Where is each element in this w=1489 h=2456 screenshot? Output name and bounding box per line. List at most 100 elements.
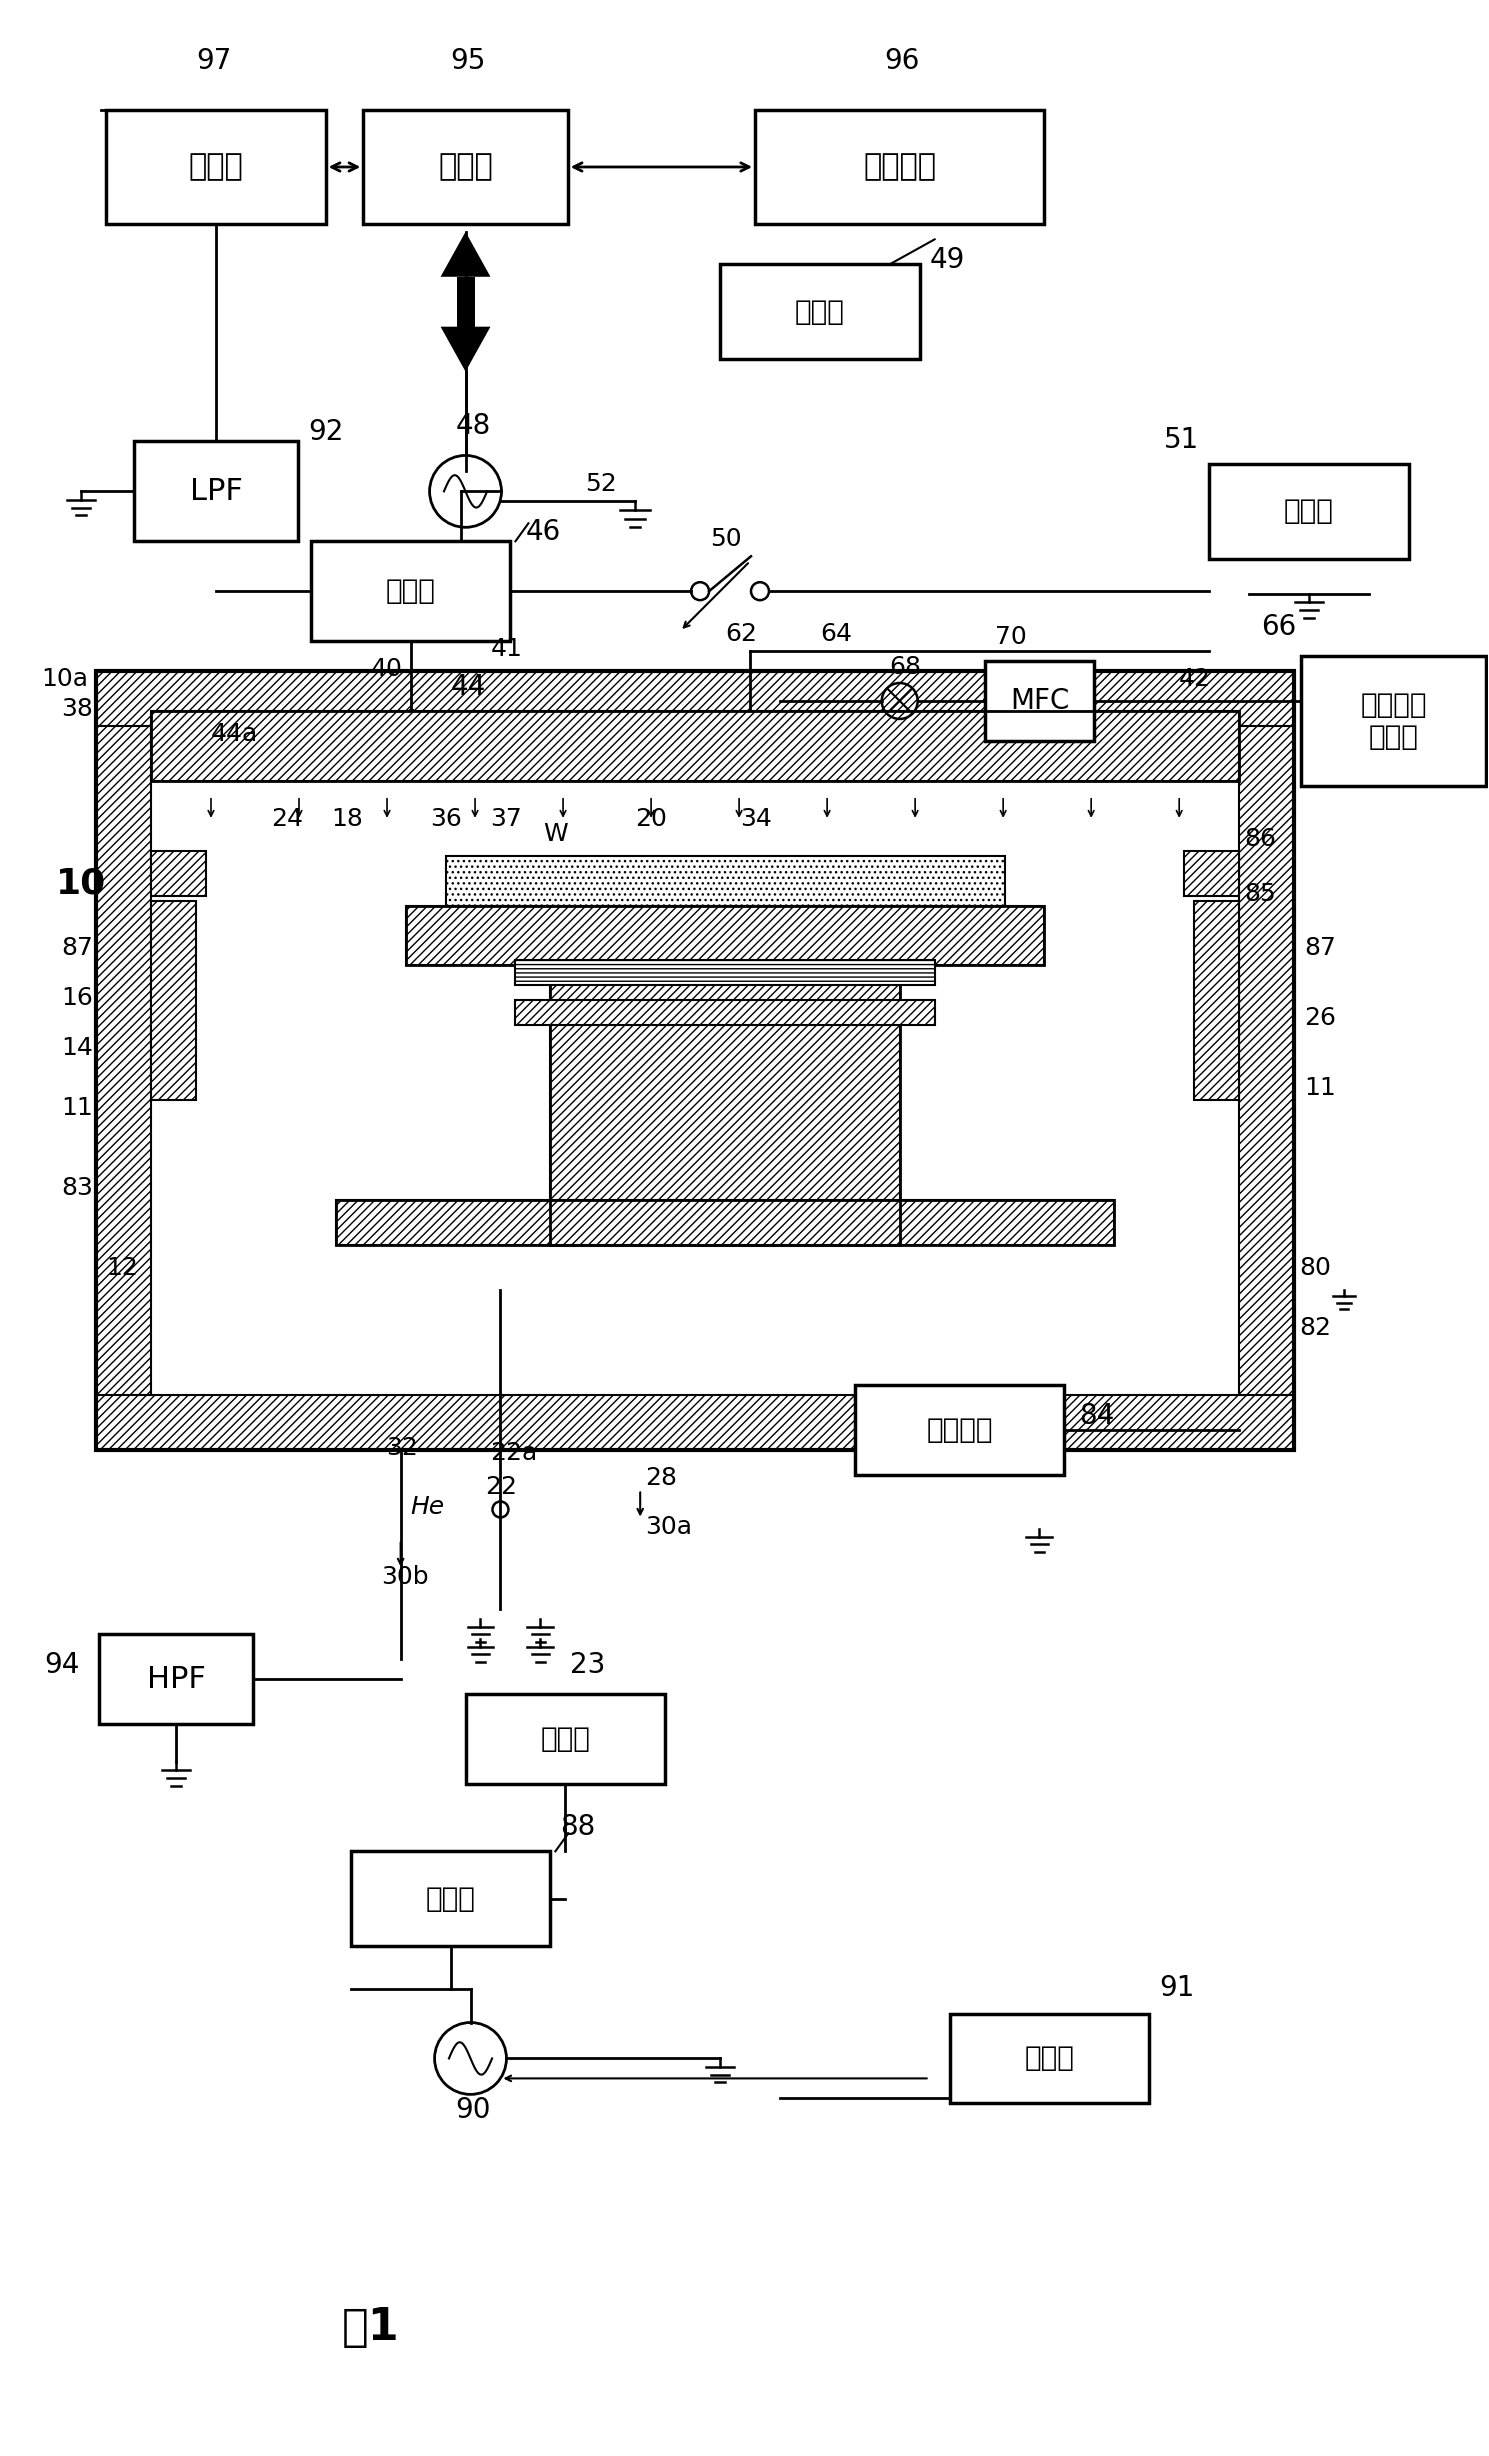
Text: MFC: MFC — [1010, 688, 1069, 715]
Bar — [363, 111, 567, 223]
Bar — [755, 111, 1044, 223]
Text: 匹配器: 匹配器 — [426, 1884, 475, 1913]
Bar — [950, 2014, 1150, 2102]
Text: 97: 97 — [197, 47, 231, 74]
Text: 控制器: 控制器 — [541, 1724, 590, 1754]
Bar — [984, 661, 1094, 742]
Bar — [405, 906, 1044, 965]
Text: 51: 51 — [1164, 425, 1200, 454]
Text: 48: 48 — [456, 413, 491, 440]
Text: 22a: 22a — [490, 1442, 538, 1464]
Text: 66: 66 — [1261, 614, 1297, 641]
Polygon shape — [441, 327, 490, 371]
Text: 36: 36 — [430, 806, 463, 830]
Text: 46: 46 — [526, 518, 561, 545]
Text: 70: 70 — [995, 626, 1026, 648]
Bar — [134, 442, 298, 540]
Bar — [97, 670, 150, 1449]
Bar — [150, 850, 205, 896]
Bar — [405, 906, 1044, 965]
Bar — [351, 1852, 551, 1945]
Bar — [335, 1201, 1114, 1245]
Text: 24: 24 — [271, 806, 302, 830]
Text: 图1: 图1 — [342, 2306, 399, 2350]
Bar — [721, 265, 920, 359]
Text: 84: 84 — [1080, 1402, 1115, 1429]
Text: 62: 62 — [725, 621, 756, 646]
Text: 30a: 30a — [645, 1515, 692, 1540]
Bar — [150, 710, 1239, 781]
Text: 控制器: 控制器 — [795, 297, 844, 327]
Text: 87: 87 — [1304, 936, 1336, 960]
Bar — [335, 1201, 1114, 1245]
Bar — [97, 670, 1294, 1449]
Text: 16: 16 — [61, 987, 94, 1009]
Text: 12: 12 — [106, 1255, 138, 1280]
Text: LPF: LPF — [189, 476, 243, 506]
Text: 44: 44 — [451, 673, 485, 700]
Bar — [1194, 901, 1239, 1100]
Bar — [311, 540, 511, 641]
Text: 40: 40 — [371, 658, 402, 680]
Text: 91: 91 — [1160, 1975, 1194, 2002]
Text: 82: 82 — [1298, 1316, 1331, 1341]
Bar — [97, 670, 1294, 727]
Text: 95: 95 — [451, 47, 485, 74]
Bar — [551, 965, 899, 1245]
Bar — [1184, 850, 1239, 896]
Text: 92: 92 — [308, 418, 344, 447]
Bar — [551, 965, 899, 1245]
Text: 30b: 30b — [381, 1564, 429, 1589]
Text: 控制部: 控制部 — [438, 152, 493, 182]
Text: W: W — [543, 823, 567, 845]
Text: 用户界面: 用户界面 — [864, 152, 937, 182]
Text: 50: 50 — [710, 528, 742, 550]
Text: 80: 80 — [1298, 1255, 1331, 1280]
Text: 41: 41 — [490, 636, 523, 661]
Text: 88: 88 — [560, 1813, 596, 1842]
Text: 22: 22 — [485, 1476, 518, 1501]
Text: 10a: 10a — [42, 668, 88, 690]
Text: 11: 11 — [61, 1095, 92, 1120]
Text: 87: 87 — [61, 936, 94, 960]
Bar — [97, 1395, 1294, 1449]
Bar — [98, 1633, 253, 1724]
Bar — [457, 278, 475, 327]
Polygon shape — [441, 231, 490, 278]
Text: 匹配器: 匹配器 — [386, 577, 436, 604]
Text: 83: 83 — [61, 1176, 94, 1201]
Text: 86: 86 — [1245, 828, 1276, 850]
Text: 控制器: 控制器 — [1024, 2043, 1075, 2073]
Text: 14: 14 — [61, 1036, 94, 1061]
Text: 10: 10 — [57, 867, 107, 901]
Text: 52: 52 — [585, 472, 616, 496]
Bar — [445, 855, 1005, 906]
Text: 处理气体
供给源: 处理气体 供给源 — [1361, 690, 1426, 752]
Text: 37: 37 — [490, 806, 523, 830]
Text: 32: 32 — [386, 1437, 417, 1459]
Text: 96: 96 — [884, 47, 920, 74]
Text: 34: 34 — [740, 806, 771, 830]
Text: 18: 18 — [331, 806, 363, 830]
Text: 存储部: 存储部 — [189, 152, 243, 182]
Bar — [1301, 656, 1486, 786]
Text: HPF: HPF — [146, 1665, 205, 1695]
Text: 90: 90 — [456, 2097, 491, 2124]
Text: 控制器: 控制器 — [1284, 496, 1334, 526]
Text: 94: 94 — [43, 1650, 79, 1680]
Bar — [855, 1385, 1065, 1474]
Text: 68: 68 — [890, 656, 922, 678]
Text: 49: 49 — [929, 246, 965, 275]
Text: 排气装置: 排气装置 — [926, 1415, 993, 1444]
Text: 23: 23 — [570, 1650, 606, 1680]
Bar — [1209, 464, 1409, 560]
Text: 44a: 44a — [211, 722, 258, 747]
Text: 11: 11 — [1304, 1076, 1336, 1100]
Bar — [515, 960, 935, 985]
Text: He: He — [411, 1496, 445, 1520]
Text: 26: 26 — [1304, 1007, 1336, 1032]
Bar — [150, 710, 1239, 781]
Text: 38: 38 — [61, 698, 94, 722]
Text: 42: 42 — [1179, 668, 1211, 690]
Text: 64: 64 — [820, 621, 852, 646]
